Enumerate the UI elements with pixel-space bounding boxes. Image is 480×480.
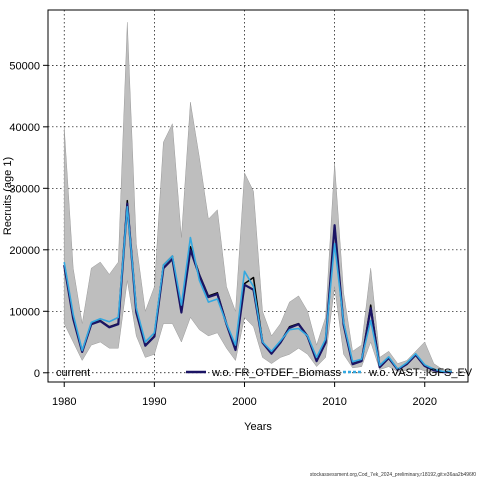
x-tick-label: 2010: [322, 396, 346, 408]
y-axis-title: Recruits (age 1): [2, 157, 14, 235]
legend-label-vast-igfs: w.o. VAST_IGFS_EV: [368, 367, 473, 379]
x-axis-title: Years: [244, 421, 272, 433]
plot-frame: [47, 9, 469, 383]
footer-source-text: stockassessment.org,Cod_7ek_2024_prelimi…: [310, 472, 476, 478]
series-line-2: [63, 206, 452, 373]
series-lines: [63, 199, 452, 374]
legend-label-fr-otdef: w.o. FR_OTDEF_Biomass: [211, 367, 341, 379]
x-tick-label: 2000: [232, 396, 256, 408]
y-tick-label: 20000: [9, 245, 40, 257]
y-axis: 0 10000 20000 30000 40000 50000: [9, 60, 48, 380]
legend-label-current: current: [56, 367, 90, 379]
x-axis: 1980 1990 2000 2010 2020: [52, 382, 437, 408]
x-tick-label: 1990: [142, 396, 166, 408]
y-tick-label: 30000: [9, 183, 40, 195]
legend: current w.o. FR_OTDEF_Biomass w.o. VAST_IG…: [56, 367, 473, 379]
y-tick-label: 0: [34, 368, 40, 380]
x-tick-label: 1980: [52, 396, 76, 408]
y-tick-label: 40000: [9, 122, 40, 134]
y-tick-label: 10000: [9, 306, 40, 318]
y-tick-label: 50000: [9, 60, 40, 72]
x-tick-label: 2020: [412, 396, 436, 408]
